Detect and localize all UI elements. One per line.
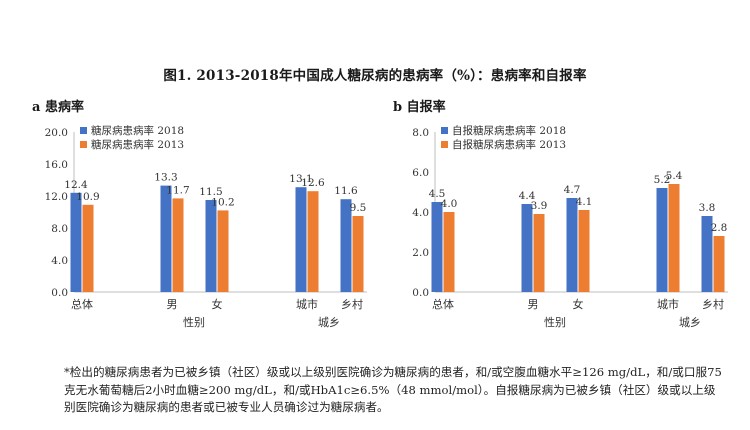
chart-a-xtick-label: 男 xyxy=(167,298,178,311)
chart-a-bar xyxy=(70,192,82,292)
chart-a-bar xyxy=(295,187,307,292)
chart-a-bar xyxy=(340,199,352,292)
figure-title: 图1. 2013-2018年中国成人糖尿病的患病率（%）：患病率和自报率 xyxy=(163,68,587,84)
chart-a-bar xyxy=(205,200,217,292)
chart-b-bar xyxy=(713,236,725,292)
chart-a-xtick-label: 乡村 xyxy=(341,297,363,311)
chart-a-legend-label: 糖尿病患病率 2018 xyxy=(91,124,184,137)
chart-a-xtick-label: 女 xyxy=(212,297,223,311)
chart-b-ytick-label: 8.0 xyxy=(412,127,429,139)
chart-b-xtick-label: 男 xyxy=(528,298,539,311)
chart-b-bar xyxy=(521,204,533,292)
chart-a-value-label: 13.3 xyxy=(154,172,177,184)
panel-b-label: b 自报率 xyxy=(393,100,446,115)
chart-b-legend-label: 自报糖尿病患病率 2018 xyxy=(452,124,566,137)
chart-b-bar xyxy=(566,198,578,292)
chart-a-ytick-label: 4.0 xyxy=(51,255,68,267)
chart-b-bar xyxy=(578,210,590,292)
chart-b-value-label: 2.8 xyxy=(711,222,728,234)
chart-a-legend-swatch xyxy=(80,141,87,148)
chart-b-value-label: 4.4 xyxy=(519,190,536,202)
chart-b-bar xyxy=(431,202,443,292)
chart-a-bar xyxy=(352,216,364,292)
chart-a-group-label: 性别 xyxy=(183,315,205,329)
chart-b-ytick-label: 2.0 xyxy=(412,247,429,259)
chart-a-svg: 0.0 4.0 8.0 12.0 16.0 20.0 12.4 13.3 11.5 13.1 11.… xyxy=(45,124,367,329)
chart-b-group-label: 城乡 xyxy=(679,316,701,329)
chart-a-bar xyxy=(172,198,184,292)
chart-b-xtick-label: 乡村 xyxy=(702,297,724,311)
chart-a-value-label: 13.1 xyxy=(289,173,312,185)
chart-a-value-label: 12.4 xyxy=(64,179,88,191)
panel-b-self-reported: b 自报率 0.0 2.0 4.0 6.0 8.0 4.5 4.4 4.7 5.2 3.8 4.0 3… xyxy=(393,92,738,342)
chart-a-bar xyxy=(217,210,229,292)
chart-a-legend-swatch xyxy=(80,127,87,134)
chart-b-value-label: 5.4 xyxy=(666,170,683,182)
chart-a-value-label: 11.7 xyxy=(166,184,189,196)
chart-b-xtick-label: 城市 xyxy=(657,297,679,311)
panel-a-label: a 患病率 xyxy=(32,100,84,115)
chart-a-value-label: 10.2 xyxy=(211,196,234,208)
footnote: *检出的糖尿病患者为已被乡镇（社区）级或以上级别医院确诊为糖尿病的患者，和/或空… xyxy=(64,365,722,414)
chart-b-bar xyxy=(656,188,668,292)
chart-b-value-label: 3.8 xyxy=(699,202,716,214)
chart-b-value-label: 4.0 xyxy=(441,198,458,210)
chart-a-ytick-label: 20.0 xyxy=(45,127,68,139)
chart-a-value-label: 9.5 xyxy=(350,202,367,214)
chart-b-value-label: 4.7 xyxy=(564,184,581,196)
chart-a-xtick-label: 总体 xyxy=(71,297,93,311)
chart-a-value-label: 12.6 xyxy=(301,177,325,189)
chart-a-bar xyxy=(160,185,172,292)
chart-a-ytick-label: 0.0 xyxy=(51,287,68,299)
chart-b-value-label: 4.1 xyxy=(576,196,593,208)
chart-a-bar xyxy=(82,204,94,292)
chart-b-bar xyxy=(533,214,545,292)
chart-b-legend-swatch xyxy=(441,141,448,148)
chart-b-ytick-label: 4.0 xyxy=(412,207,429,219)
chart-b-bar xyxy=(668,184,680,292)
chart-b-value-label: 4.5 xyxy=(429,188,446,200)
chart-b-legend-swatch xyxy=(441,127,448,134)
chart-a-ytick-label: 16.0 xyxy=(45,159,68,171)
panel-a-prevalence: a 患病率 0.0 4.0 8.0 12.0 16.0 20.0 12.4 13.3 11.5 1… xyxy=(32,92,377,342)
chart-a-value-label: 11.5 xyxy=(199,186,222,198)
chart-a-bar xyxy=(307,191,319,292)
chart-b-value-label: 3.9 xyxy=(531,200,548,212)
chart-a-value-label: 11.6 xyxy=(334,185,358,197)
chart-b-ytick-label: 6.0 xyxy=(412,167,429,179)
chart-b-xtick-label: 总体 xyxy=(432,297,454,311)
chart-a-legend-label: 糖尿病患病率 2013 xyxy=(91,138,184,151)
chart-a-ytick-label: 8.0 xyxy=(51,223,68,235)
chart-b-group-label: 性别 xyxy=(544,315,566,329)
chart-b-svg: 0.0 2.0 4.0 6.0 8.0 4.5 4.4 4.7 5.2 3.8 4.0 3.9 4.1 5… xyxy=(412,124,728,329)
chart-b-value-label: 5.2 xyxy=(654,174,671,186)
chart-b-xtick-label: 女 xyxy=(573,297,584,311)
chart-a-xtick-label: 城市 xyxy=(296,297,318,311)
chart-b-legend-label: 自报糖尿病患病率 2013 xyxy=(452,138,566,151)
chart-b-bar xyxy=(701,216,713,292)
chart-a-value-label: 10.9 xyxy=(76,191,99,203)
chart-b-ytick-label: 0.0 xyxy=(412,287,429,299)
chart-a-ytick-label: 12.0 xyxy=(45,191,68,203)
chart-b-bar xyxy=(443,212,455,292)
chart-a-group-label: 城乡 xyxy=(318,316,340,329)
